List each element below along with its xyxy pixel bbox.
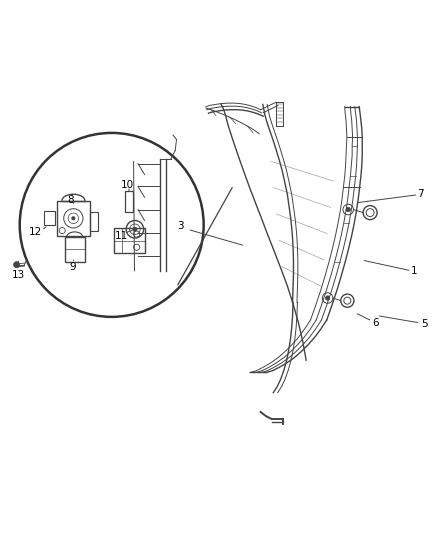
Bar [90,212,98,231]
Text: 12: 12 [29,228,42,237]
Text: 7: 7 [417,189,424,199]
Text: 10: 10 [120,181,134,190]
Bar [65,237,85,262]
Text: 5: 5 [421,319,428,329]
Text: 8: 8 [67,195,74,205]
Circle shape [14,262,20,268]
Text: 11: 11 [115,231,128,241]
Circle shape [133,227,137,231]
Text: 6: 6 [372,318,379,328]
Bar [44,211,55,225]
Bar [125,191,133,212]
Text: 3: 3 [177,221,184,231]
Text: 9: 9 [69,262,76,271]
Circle shape [325,296,330,300]
Circle shape [346,207,350,212]
Circle shape [71,216,75,220]
Bar [57,201,90,236]
Text: 13: 13 [12,270,25,280]
Text: 1: 1 [410,266,417,276]
